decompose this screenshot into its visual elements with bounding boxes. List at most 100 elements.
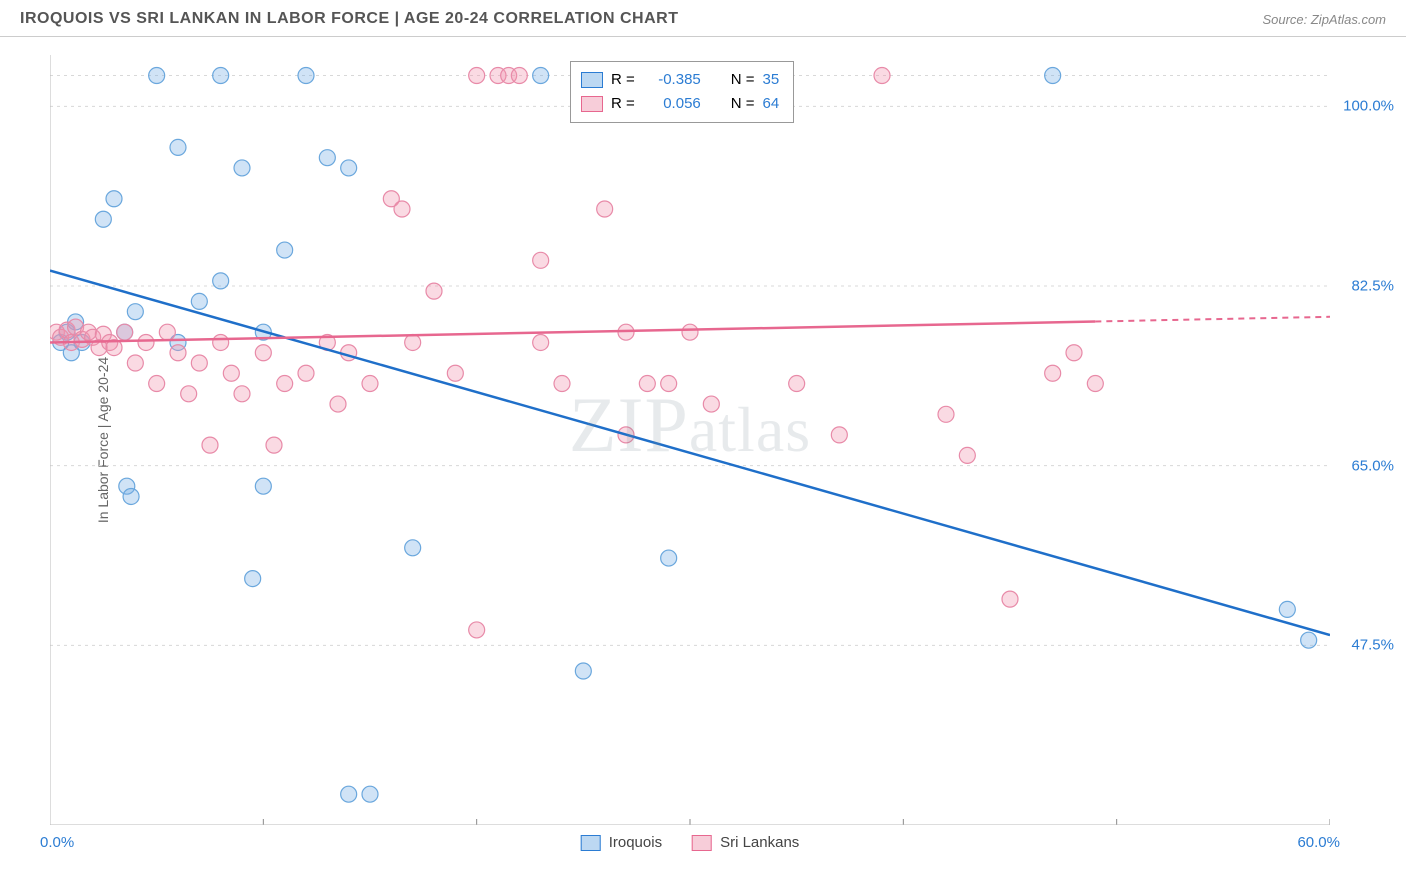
chart-area: In Labor Force | Age 20-24 ZIPatlas R =-… xyxy=(50,55,1330,825)
scatter-point xyxy=(831,427,847,443)
legend-row: R = -0.385 N = 35 xyxy=(581,68,779,92)
scatter-point xyxy=(181,386,197,402)
scatter-point xyxy=(661,376,677,392)
legend-series-label: Sri Lankans xyxy=(720,834,799,851)
trend-line xyxy=(50,322,1095,343)
legend-n-label: N = xyxy=(731,92,755,116)
scatter-point xyxy=(1301,632,1317,648)
scatter-point xyxy=(682,324,698,340)
scatter-point xyxy=(575,663,591,679)
legend-r-value: -0.385 xyxy=(643,68,701,92)
scatter-point xyxy=(405,540,421,556)
legend-n-value: 64 xyxy=(763,92,780,116)
legend-n-value: 35 xyxy=(763,68,780,92)
scatter-point xyxy=(1002,591,1018,607)
scatter-point xyxy=(95,211,111,227)
legend-n-label: N = xyxy=(731,68,755,92)
scatter-point xyxy=(213,273,229,289)
scatter-point xyxy=(533,68,549,84)
scatter-point xyxy=(1066,345,1082,361)
legend-row: R = 0.056 N = 64 xyxy=(581,92,779,116)
scatter-point xyxy=(447,365,463,381)
trend-line-dashed xyxy=(1095,317,1330,322)
scatter-point xyxy=(703,396,719,412)
scatter-point xyxy=(1045,68,1061,84)
legend-item: Sri Lankans xyxy=(692,834,799,851)
scatter-point xyxy=(223,365,239,381)
scatter-point xyxy=(330,396,346,412)
scatter-point xyxy=(533,334,549,350)
scatter-point xyxy=(170,345,186,361)
scatter-point xyxy=(213,68,229,84)
header-bar: IROQUOIS VS SRI LANKAN IN LABOR FORCE | … xyxy=(0,0,1406,37)
scatter-point xyxy=(298,365,314,381)
scatter-point xyxy=(938,406,954,422)
scatter-plot xyxy=(50,55,1330,825)
scatter-point xyxy=(469,68,485,84)
legend-swatch xyxy=(692,835,712,851)
scatter-point xyxy=(298,68,314,84)
series-legend: Iroquois Sri Lankans xyxy=(581,834,800,851)
scatter-point xyxy=(362,376,378,392)
scatter-point xyxy=(959,447,975,463)
scatter-point xyxy=(1279,601,1295,617)
scatter-point xyxy=(394,201,410,217)
scatter-point xyxy=(123,488,139,504)
scatter-point xyxy=(469,622,485,638)
scatter-point xyxy=(191,355,207,371)
legend-swatch xyxy=(581,835,601,851)
scatter-point xyxy=(159,324,175,340)
legend-swatch xyxy=(581,72,603,88)
y-tick-label: 82.5% xyxy=(1351,278,1394,295)
scatter-point xyxy=(341,786,357,802)
scatter-point xyxy=(127,304,143,320)
scatter-point xyxy=(138,334,154,350)
scatter-point xyxy=(234,160,250,176)
scatter-point xyxy=(362,786,378,802)
scatter-point xyxy=(170,139,186,155)
scatter-point xyxy=(106,191,122,207)
scatter-point xyxy=(597,201,613,217)
scatter-point xyxy=(661,550,677,566)
legend-swatch xyxy=(581,96,603,112)
legend-r-label: R = xyxy=(611,68,635,92)
scatter-point xyxy=(213,334,229,350)
scatter-point xyxy=(277,242,293,258)
scatter-point xyxy=(789,376,805,392)
scatter-point xyxy=(405,334,421,350)
correlation-legend: R = -0.385 N = 35 R = 0.056 N = 64 xyxy=(570,61,794,123)
source-attribution: Source: ZipAtlas.com xyxy=(1262,12,1386,27)
scatter-point xyxy=(341,160,357,176)
y-tick-label: 65.0% xyxy=(1351,457,1394,474)
scatter-point xyxy=(639,376,655,392)
scatter-point xyxy=(149,376,165,392)
scatter-point xyxy=(533,252,549,268)
scatter-point xyxy=(1045,365,1061,381)
scatter-point xyxy=(117,324,133,340)
scatter-point xyxy=(426,283,442,299)
scatter-point xyxy=(511,68,527,84)
scatter-point xyxy=(202,437,218,453)
scatter-point xyxy=(1087,376,1103,392)
scatter-point xyxy=(874,68,890,84)
legend-r-label: R = xyxy=(611,92,635,116)
x-axis-end-label: 60.0% xyxy=(1297,834,1340,851)
scatter-point xyxy=(255,345,271,361)
x-axis-start-label: 0.0% xyxy=(40,834,74,851)
legend-item: Iroquois xyxy=(581,834,662,851)
legend-r-value: 0.056 xyxy=(643,92,701,116)
legend-series-label: Iroquois xyxy=(609,834,662,851)
chart-title: IROQUOIS VS SRI LANKAN IN LABOR FORCE | … xyxy=(20,10,678,28)
y-tick-label: 100.0% xyxy=(1343,98,1394,115)
scatter-point xyxy=(319,150,335,166)
scatter-point xyxy=(266,437,282,453)
scatter-point xyxy=(191,293,207,309)
scatter-point xyxy=(127,355,143,371)
scatter-point xyxy=(149,68,165,84)
scatter-point xyxy=(245,571,261,587)
y-tick-label: 47.5% xyxy=(1351,637,1394,654)
scatter-point xyxy=(277,376,293,392)
scatter-point xyxy=(234,386,250,402)
scatter-point xyxy=(554,376,570,392)
scatter-point xyxy=(255,478,271,494)
